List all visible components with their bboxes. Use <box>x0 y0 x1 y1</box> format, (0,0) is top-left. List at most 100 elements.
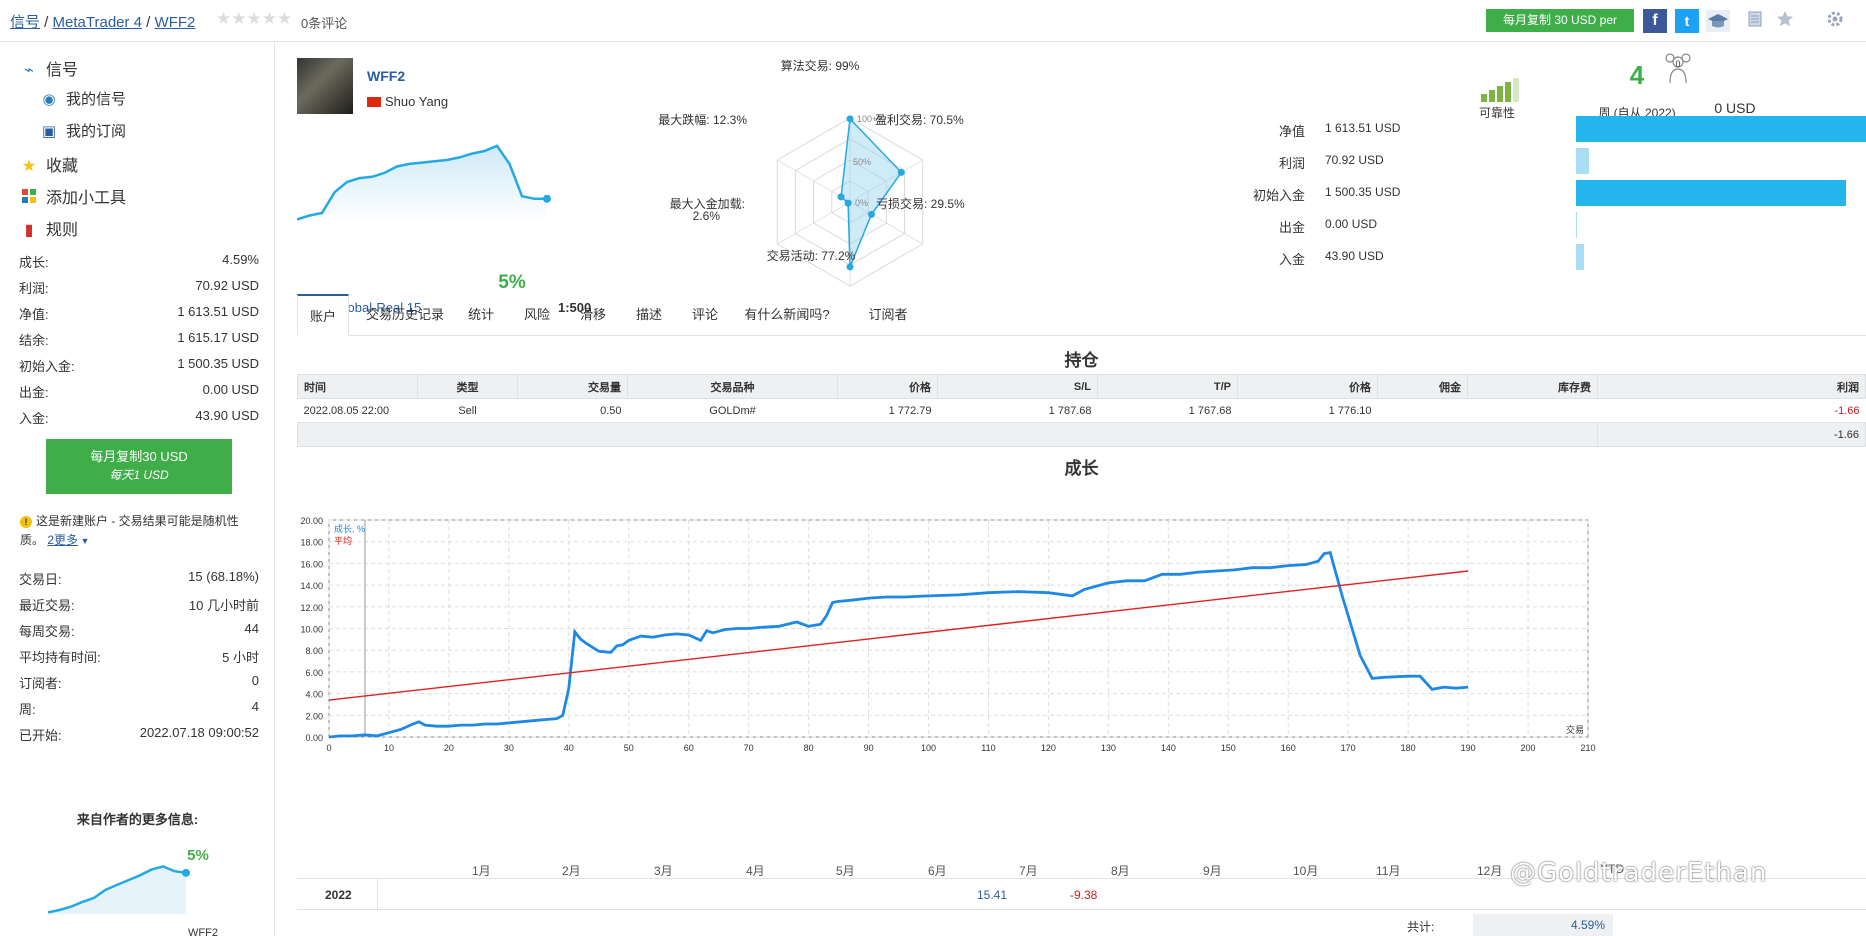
radar-ring-0: 0% <box>855 198 868 208</box>
radar-point[interactable] <box>846 263 854 271</box>
nav-signals[interactable]: ⌁ 信号 <box>20 56 78 80</box>
col-swap[interactable]: 库存费 <box>1467 374 1598 399</box>
x-tick-label: 190 <box>1461 743 1476 753</box>
nav-add-widget[interactable]: 添加小工具 <box>20 184 126 208</box>
col-volume[interactable]: 交易量 <box>517 374 628 399</box>
avatar[interactable] <box>297 58 353 114</box>
breadcrumb-signals[interactable]: 信号 <box>10 14 41 31</box>
y-tick-label: 0.00 <box>305 733 323 743</box>
legend-growth: 成长, % <box>334 523 365 534</box>
signal-name[interactable]: WFF2 <box>367 68 406 84</box>
col-type[interactable]: 类型 <box>417 374 518 399</box>
month-label: 4月 <box>746 864 765 878</box>
col-time[interactable]: 时间 <box>297 374 418 399</box>
breadcrumb-mt4[interactable]: MetaTrader 4 <box>52 14 143 31</box>
nav-my-signals-label: 我的信号 <box>66 91 127 108</box>
y-tick-label: 18.00 <box>300 538 323 548</box>
radar-ring-100: 100+% <box>857 114 885 124</box>
tab-trade-history[interactable]: 交易历史记录 <box>365 307 444 322</box>
col-sl[interactable]: S/L <box>937 374 1098 399</box>
radar-point[interactable] <box>837 193 845 201</box>
x-tick-label: 200 <box>1521 743 1536 753</box>
tab-subscribers[interactable]: 订阅者 <box>868 307 908 322</box>
tab-statistics[interactable]: 统计 <box>467 307 494 322</box>
tab-slippage[interactable]: 滑移 <box>579 307 606 322</box>
radar-spoke <box>849 201 923 245</box>
stat-equity-label: 净值: <box>19 307 49 322</box>
signal-author[interactable]: Shuo Yang <box>367 94 448 109</box>
stat-latest-trade-label: 最近交易: <box>19 598 75 613</box>
summary-bar[interactable] <box>1576 116 1866 142</box>
summary-bar[interactable] <box>1576 212 1577 238</box>
tab-news[interactable]: 有什么新闻吗? <box>744 307 830 322</box>
nav-my-signals[interactable]: ◉ 我的信号 <box>40 88 126 109</box>
chevron-down-icon[interactable]: ▼ <box>78 536 90 546</box>
aug-value: -9.38 <box>1070 888 1098 902</box>
total-label: 共计: <box>1407 920 1435 934</box>
rating-stars[interactable]: ★★★★★ <box>216 9 293 28</box>
month-label: 10月 <box>1293 864 1319 878</box>
growth-chart[interactable]: 0.00 2.00 4.00 6.00 8.00 10.00 12.00 14.00 16.00… <box>297 504 1866 804</box>
widget-icon <box>20 189 38 208</box>
col-commission[interactable]: 佣金 <box>1377 374 1468 399</box>
radar-points <box>837 115 905 271</box>
tab-description[interactable]: 描述 <box>635 307 662 322</box>
radar-point[interactable] <box>897 168 905 176</box>
table-row: 2022.08.05 22:00 Sell 0.50 GOLDm# 1 772.… <box>297 398 1866 423</box>
summary-bar-value: 43.90 USD <box>1325 249 1384 263</box>
summary-bar[interactable] <box>1576 180 1846 206</box>
summary-bar[interactable] <box>1576 148 1589 174</box>
tab-reviews[interactable]: 评论 <box>691 307 718 322</box>
summary-bar[interactable] <box>1576 244 1584 270</box>
subscribers-icon[interactable]: 0 <box>1658 50 1698 86</box>
radar-point[interactable] <box>846 115 854 123</box>
nav-signals-label: 信号 <box>46 62 79 79</box>
growth-line[interactable] <box>328 551 1469 739</box>
reliability-bars-icon[interactable] <box>1462 62 1532 102</box>
summary-bar-row: 入金 43.90 USD <box>1115 244 1866 270</box>
sidebar-copy-line2: 每天1 USD <box>109 468 169 482</box>
reviews-count[interactable]: 0条评论 <box>301 16 348 31</box>
badge-icon[interactable] <box>1746 10 1764 30</box>
radar-point[interactable] <box>844 199 852 207</box>
settings-gear-icon[interactable] <box>1826 10 1844 28</box>
radar-chart[interactable]: 100+% 50% 0% <box>705 102 995 302</box>
col-tp[interactable]: T/P <box>1097 374 1238 399</box>
facebook-icon[interactable]: f <box>1643 9 1667 33</box>
signal-growth-chart[interactable]: 5% <box>297 132 597 302</box>
copy-signal-button[interactable]: 每月复制 30 USD per <box>1486 9 1634 32</box>
bookmark-icon: ▮ <box>24 222 34 239</box>
month-label: 9月 <box>1203 864 1222 878</box>
stat-weeks-label: 周: <box>19 702 36 717</box>
y-tick-label: 6.00 <box>305 668 323 678</box>
col-price-open[interactable]: 价格 <box>837 374 938 399</box>
x-tick-label: 20 <box>444 743 454 753</box>
mailbox-icon: ▣ <box>41 123 57 140</box>
col-profit[interactable]: 利润 <box>1597 374 1866 399</box>
nav-my-subscriptions[interactable]: ▣ 我的订阅 <box>40 120 126 141</box>
positions-header-row: 时间 类型 交易量 交易品种 价格 S/L T/P 价格 佣金 库存费 利润 <box>297 374 1866 399</box>
stat-withdrawals-value: 0.00 USD <box>202 382 259 397</box>
sidebar-copy-button[interactable]: 每月复制30 USD 每天1 USD <box>46 439 232 494</box>
tab-risk[interactable]: 风险 <box>523 307 550 322</box>
nav-favorites[interactable]: ★ 收藏 <box>20 152 78 176</box>
stat-avg-holding-label: 平均持有时间: <box>19 650 101 665</box>
watermark-text: @GoldtraderEthan <box>1510 858 1768 888</box>
average-line[interactable] <box>328 570 1469 701</box>
favorite-star-icon[interactable] <box>1776 10 1794 28</box>
tab-account[interactable]: 账户 <box>297 294 349 336</box>
warning-more-link[interactable]: 2更多 <box>47 533 79 547</box>
x-tick-label: 110 <box>981 743 995 753</box>
col-price-current[interactable]: 价格 <box>1237 374 1378 399</box>
cell-time: 2022.08.05 22:00 <box>297 398 418 423</box>
author-mini-chart[interactable]: 5% WFF2 <box>48 842 228 936</box>
col-symbol[interactable]: 交易品种 <box>627 374 838 399</box>
radar-point[interactable] <box>867 210 875 218</box>
warning-icon: ! <box>20 516 32 528</box>
graduation-cap-icon[interactable] <box>1706 10 1730 32</box>
breadcrumb-signal[interactable]: WFF2 <box>154 14 196 31</box>
nav-rules[interactable]: ▮ 规则 <box>20 216 78 240</box>
mini-signal-name[interactable]: WFF2 <box>188 927 218 936</box>
twitter-icon[interactable]: t <box>1675 9 1699 33</box>
stat-growth-label: 成长: <box>19 255 49 270</box>
